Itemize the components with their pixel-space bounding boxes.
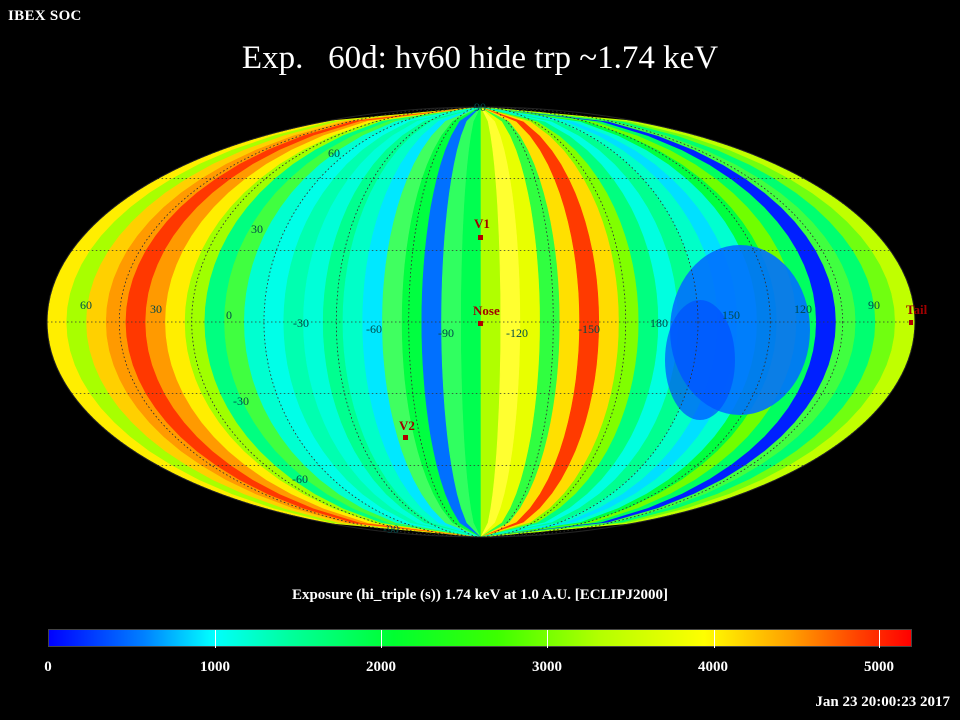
lat-label: 30: [251, 222, 263, 236]
map-border: [46, 106, 916, 538]
colorbar-tick: [381, 630, 382, 648]
marker-label: V1: [474, 216, 490, 231]
colorbar-tick: [879, 630, 880, 648]
colorbar-label: 4000: [698, 659, 728, 675]
lat-label: 90: [474, 100, 486, 114]
marker-label: Tail: [906, 302, 928, 317]
marker-label: V2: [399, 418, 415, 433]
lon-label: 90: [868, 298, 880, 312]
lat-label: -90: [383, 522, 399, 536]
lon-label: 0: [226, 308, 232, 322]
marker-v2: [403, 435, 408, 440]
lat-label: -30: [233, 394, 249, 408]
meridian-line: [335, 107, 627, 537]
meridian-line: [118, 107, 844, 537]
lon-label: -90: [438, 326, 454, 340]
colorbar-label: 1000: [200, 659, 230, 675]
colorbar-label: 5000: [864, 659, 894, 675]
colorbar-tick: [547, 630, 548, 648]
colorbar: [48, 629, 912, 648]
colorbar-label: 3000: [532, 659, 562, 675]
marker-tail: [909, 320, 913, 325]
plot-title: Exp. 60d: hv60 hide trp ~1.74 keV: [241, 40, 719, 76]
colorbar-label: 2000: [366, 659, 396, 675]
marker-v1: [478, 235, 483, 240]
meridian-line: [191, 107, 771, 537]
low-exposure-region: [665, 245, 810, 420]
colorbar-tick: [714, 630, 715, 648]
lon-label: 180: [650, 316, 668, 330]
lon-label: -30: [293, 316, 309, 330]
colorbar-title: Exposure (hi_triple (s)) 1.74 keV at 1.0…: [291, 587, 669, 603]
meridian-line: [263, 107, 699, 537]
lon-label: 30: [150, 302, 162, 316]
graticule: [47, 107, 915, 537]
lon-label: 60: [80, 298, 92, 312]
colorbar-label: 0: [44, 659, 52, 675]
lon-label: -60: [366, 322, 382, 336]
marker-nose: [478, 321, 483, 326]
lon-label: 150: [722, 308, 740, 322]
marker-label: Nose: [473, 303, 500, 318]
app-label: IBEX SOC: [8, 8, 82, 24]
timestamp: Jan 23 20:00:23 2017: [815, 694, 950, 710]
lon-label: 120: [794, 302, 812, 316]
lat-label: 60: [328, 146, 340, 160]
colorbar-tick: [215, 630, 216, 648]
lon-label: -120: [506, 326, 528, 340]
lat-label: -60: [292, 472, 308, 486]
lon-label: -150: [578, 322, 600, 336]
